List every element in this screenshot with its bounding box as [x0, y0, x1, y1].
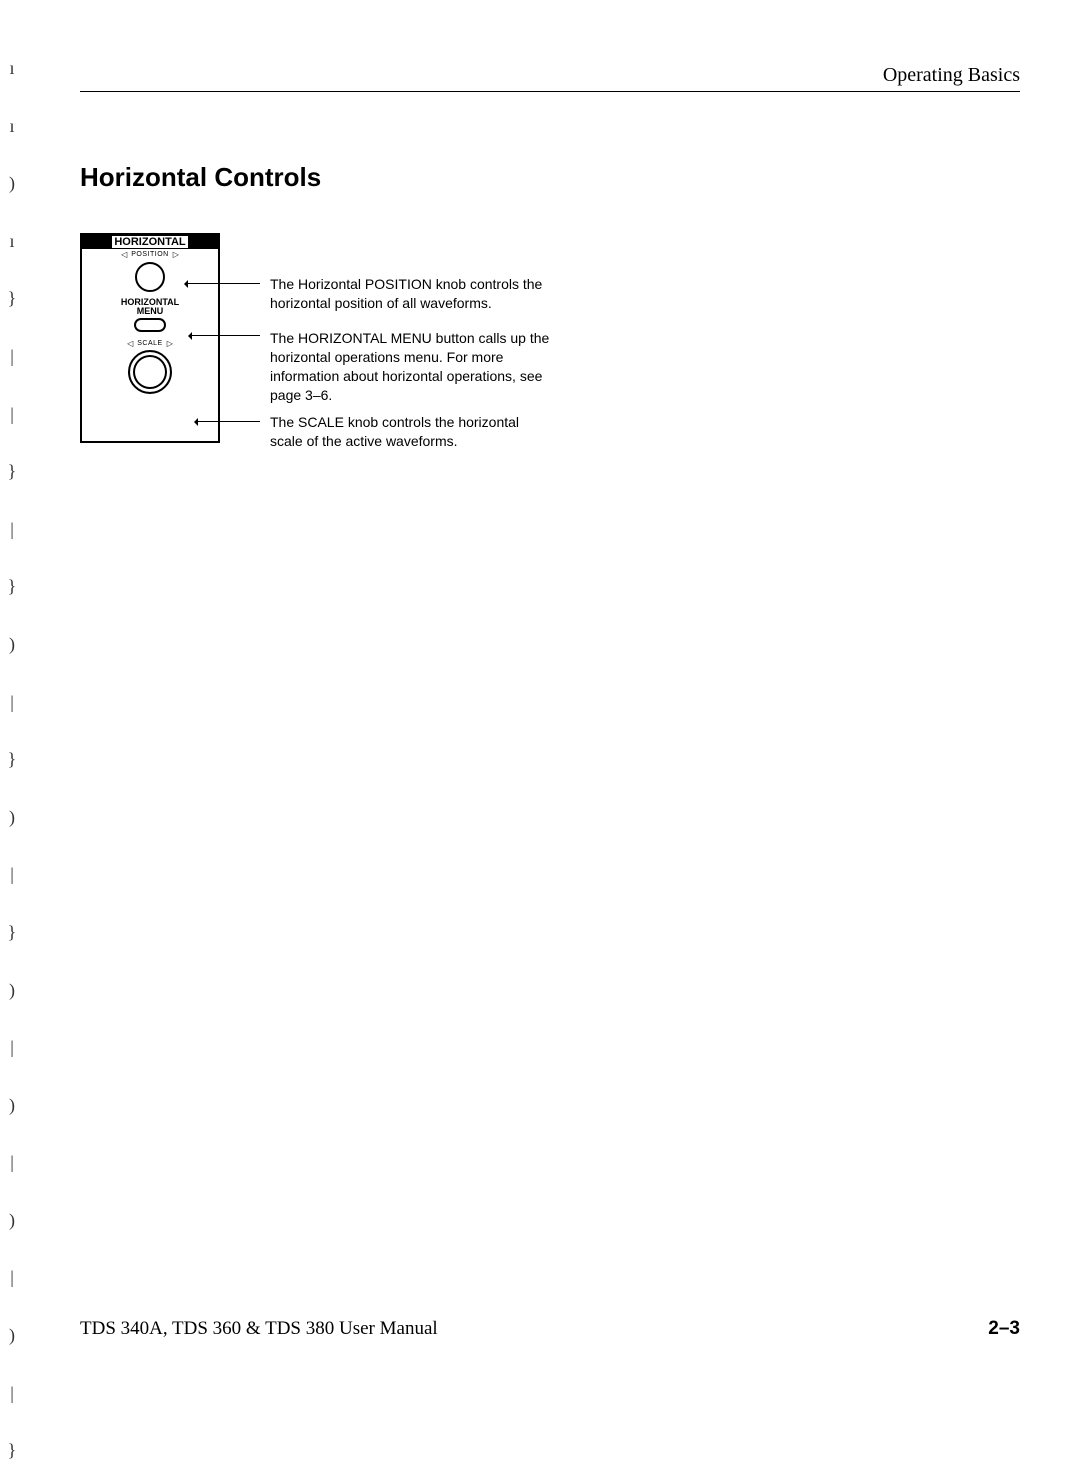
triangle-left-icon [127, 338, 133, 348]
page-footer: TDS 340A, TDS 360 & TDS 380 User Manual … [80, 1318, 1020, 1340]
scan-artifacts-left: ıı)ı}||}|})|})|})|)|)|)|} [2, 40, 22, 1480]
footer-left: TDS 340A, TDS 360 & TDS 380 User Manual [80, 1318, 438, 1340]
callout-menu: The HORIZONTAL MENU button calls up the … [270, 329, 550, 405]
position-knob-icon [135, 262, 165, 292]
menu-label: HORIZONTAL MENU [82, 298, 218, 316]
scale-arrows: SCALE [82, 338, 218, 348]
position-label: POSITION [131, 251, 168, 258]
position-arrows: POSITION [82, 249, 218, 259]
scale-knob-icon [128, 350, 172, 394]
leader-line-2 [192, 335, 260, 336]
section-title: Horizontal Controls [80, 162, 1020, 193]
menu-button-icon [134, 318, 166, 332]
callout-scale: The SCALE knob controls the horizontal s… [270, 413, 550, 451]
scale-label: SCALE [137, 340, 162, 347]
triangle-right-icon [167, 338, 173, 348]
panel-title-text: HORIZONTAL [112, 236, 187, 248]
triangle-left-icon [121, 249, 127, 259]
diagram-area: HORIZONTAL POSITION HORIZONTAL MENU SCAL… [80, 233, 1020, 473]
page: Operating Basics Horizontal Controls HOR… [80, 60, 1020, 1340]
leader-line-1 [188, 283, 260, 284]
page-header-rule: Operating Basics [80, 60, 1020, 92]
triangle-right-icon [173, 249, 179, 259]
leader-line-3 [198, 421, 260, 422]
footer-right: 2–3 [988, 1318, 1020, 1340]
callout-position: The Horizontal POSITION knob controls th… [270, 275, 550, 313]
control-panel: HORIZONTAL POSITION HORIZONTAL MENU SCAL… [80, 233, 220, 443]
menu-label-line2: MENU [82, 307, 218, 316]
panel-title: HORIZONTAL [82, 235, 218, 249]
page-header-text: Operating Basics [883, 64, 1020, 87]
